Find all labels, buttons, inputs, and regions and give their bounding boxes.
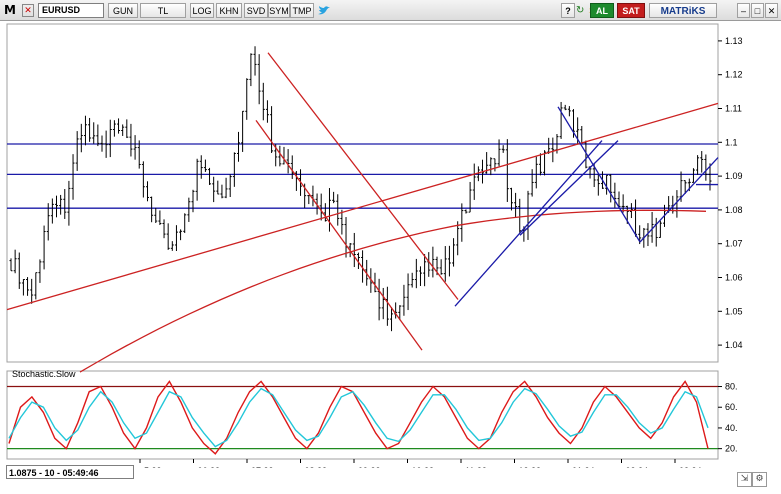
stoch-tick-label: 60. xyxy=(725,402,738,412)
close-symbol-icon[interactable]: ✕ xyxy=(22,4,34,17)
price-tick-label: 1.05 xyxy=(725,306,743,316)
recent-up-trend-line xyxy=(639,157,719,243)
price-readout: 1.0875 - 10 - 05:49:46 xyxy=(6,465,134,479)
refresh-icon[interactable]: ↻ xyxy=(576,5,585,16)
sell-button[interactable]: SAT xyxy=(617,3,645,18)
settings-icon[interactable]: ⚙ xyxy=(752,472,767,487)
brand-label: MATRiKS xyxy=(649,3,717,18)
period-button-tl[interactable]: TL xyxy=(140,3,186,18)
date-tick-label: 02.24 xyxy=(626,466,649,468)
down-channel-upper-line xyxy=(267,52,459,300)
maximize-button[interactable]: □ xyxy=(751,3,764,18)
svd-button[interactable]: SVD xyxy=(244,3,268,18)
stoch-tick-label: 20. xyxy=(725,444,738,454)
date-tick-label: 09.23 xyxy=(358,466,381,468)
stoch-tick-label: 40. xyxy=(725,423,738,433)
period-button-gun[interactable]: GUN xyxy=(108,3,138,18)
sym-button[interactable]: SYM xyxy=(268,3,290,18)
down-trend-line xyxy=(557,106,641,243)
buy-button[interactable]: AL xyxy=(590,3,614,18)
zoom-icon[interactable]: ⇲ xyxy=(737,472,752,487)
price-tick-label: 1.04 xyxy=(725,340,743,350)
price-tick-label: 1.12 xyxy=(725,70,743,80)
app-logo: M xyxy=(4,3,16,17)
price-tick-label: 1.08 xyxy=(725,205,743,215)
long-trend-line xyxy=(6,102,719,311)
date-tick-label: 11.23 xyxy=(465,466,487,468)
date-tick-label: 01.24 xyxy=(572,466,595,468)
toolbar: M ✕ EURUSD GUN TL LOG KHN SVD SYM TMP ? … xyxy=(0,0,781,21)
stoch-series-line-k xyxy=(8,380,709,455)
date-tick-label: 08.23 xyxy=(305,466,328,468)
down-channel-lower-line xyxy=(255,119,423,351)
price-tick-label: 1.11 xyxy=(725,104,742,114)
date-tick-label: 03.24 xyxy=(679,466,702,468)
date-tick-label: 12.23 xyxy=(519,466,542,468)
channel-line xyxy=(519,140,619,236)
symbol-input[interactable]: EURUSD xyxy=(38,3,104,18)
date-tick-label: 10.23 xyxy=(412,466,435,468)
date-tick-label: 06.23 xyxy=(198,466,221,468)
price-tick-label: 1.13 xyxy=(725,36,743,46)
stoch-tick-label: 80. xyxy=(725,382,738,392)
date-tick-label: 07.23 xyxy=(251,466,274,468)
up-trend-line xyxy=(454,140,603,307)
twitter-icon[interactable] xyxy=(317,3,331,18)
minimize-button[interactable]: – xyxy=(737,3,750,18)
indicator-title: Stochastic.Slow xyxy=(12,369,76,379)
chart-panel: 1.13 1.12 1.11 1.1 1.09 1.08 1.07 1.06 1.05 1.04 8… xyxy=(0,21,781,476)
price-chart[interactable]: 1.13 1.12 1.11 1.1 1.09 1.08 1.07 1.06 1.05 1.04 8… xyxy=(0,21,781,476)
close-button[interactable]: ✕ xyxy=(765,3,778,18)
price-tick-label: 1.07 xyxy=(725,239,743,249)
date-tick-label: 5.23 xyxy=(144,466,162,468)
moving-average-line xyxy=(79,209,707,373)
price-tick-label: 1.06 xyxy=(725,273,743,283)
log-button[interactable]: LOG xyxy=(190,3,214,18)
khn-button[interactable]: KHN xyxy=(216,3,242,18)
price-tick-label: 1.09 xyxy=(725,171,743,181)
tmp-button[interactable]: TMP xyxy=(290,3,314,18)
help-button[interactable]: ? xyxy=(561,3,575,18)
price-tick-label: 1.1 xyxy=(725,137,738,147)
stoch-series-line-d xyxy=(8,387,709,448)
